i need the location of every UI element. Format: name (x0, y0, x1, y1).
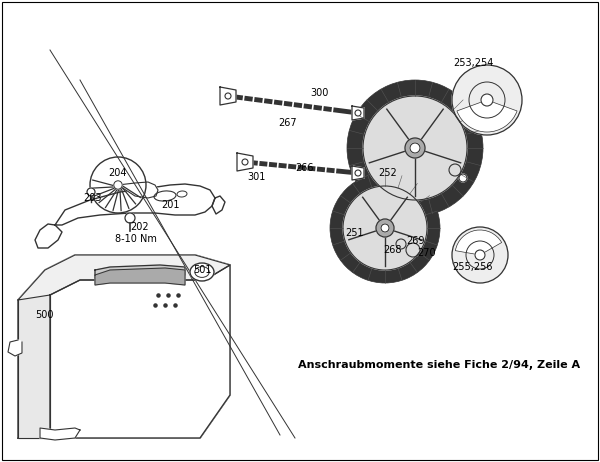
Text: 201: 201 (161, 200, 179, 210)
Text: Anschraubmomente siehe Fiche 2/94, Zeile A: Anschraubmomente siehe Fiche 2/94, Zeile… (298, 360, 580, 370)
Text: 255,256: 255,256 (452, 262, 493, 272)
Polygon shape (95, 265, 185, 278)
Polygon shape (212, 196, 225, 214)
Circle shape (410, 143, 420, 153)
Text: 300: 300 (310, 88, 328, 98)
Polygon shape (18, 255, 230, 300)
Text: 8-10 Nm: 8-10 Nm (115, 234, 157, 244)
Ellipse shape (154, 191, 176, 201)
Circle shape (355, 170, 361, 176)
Wedge shape (330, 173, 440, 283)
Text: 267: 267 (278, 118, 296, 128)
Circle shape (452, 227, 508, 283)
Polygon shape (220, 87, 236, 105)
Circle shape (475, 250, 485, 260)
Text: 301: 301 (247, 172, 265, 182)
Point (150, 301, 160, 309)
Wedge shape (457, 100, 517, 132)
Circle shape (355, 110, 361, 116)
Polygon shape (237, 153, 253, 171)
Circle shape (405, 138, 425, 158)
Text: 203: 203 (83, 193, 101, 203)
Point (163, 292, 173, 299)
Text: 268: 268 (383, 245, 401, 255)
Circle shape (452, 65, 522, 135)
Circle shape (459, 174, 467, 182)
Text: 270: 270 (417, 248, 436, 258)
Point (173, 292, 183, 299)
Circle shape (406, 243, 420, 257)
Circle shape (242, 159, 248, 165)
Polygon shape (55, 184, 215, 225)
Wedge shape (347, 80, 483, 216)
Circle shape (125, 213, 135, 223)
Circle shape (225, 93, 231, 99)
Circle shape (87, 188, 95, 196)
Circle shape (343, 186, 427, 270)
Polygon shape (18, 295, 50, 438)
Circle shape (90, 157, 146, 213)
Point (153, 292, 163, 299)
Point (160, 301, 170, 309)
Text: 266: 266 (295, 163, 314, 173)
Polygon shape (95, 268, 185, 285)
Ellipse shape (177, 191, 187, 197)
Circle shape (114, 181, 122, 189)
Text: 253,254: 253,254 (453, 58, 493, 68)
Text: 204: 204 (108, 168, 127, 178)
Polygon shape (50, 265, 230, 438)
Circle shape (381, 224, 389, 232)
Point (170, 301, 180, 309)
Wedge shape (455, 230, 502, 255)
Text: 251: 251 (345, 228, 364, 238)
Text: 252: 252 (378, 168, 397, 178)
Polygon shape (35, 224, 62, 248)
Polygon shape (352, 106, 364, 120)
Circle shape (376, 219, 394, 237)
Circle shape (481, 94, 493, 106)
Circle shape (449, 164, 461, 176)
Text: 269: 269 (406, 236, 425, 246)
Ellipse shape (190, 263, 214, 281)
Polygon shape (118, 182, 158, 198)
Circle shape (363, 96, 467, 200)
Text: 202: 202 (130, 222, 149, 232)
Circle shape (396, 239, 406, 249)
Ellipse shape (195, 267, 209, 277)
Text: 501: 501 (193, 265, 212, 275)
Polygon shape (18, 255, 230, 438)
Polygon shape (8, 340, 22, 356)
Text: 500: 500 (35, 310, 53, 320)
Polygon shape (40, 428, 80, 440)
Polygon shape (352, 166, 364, 180)
